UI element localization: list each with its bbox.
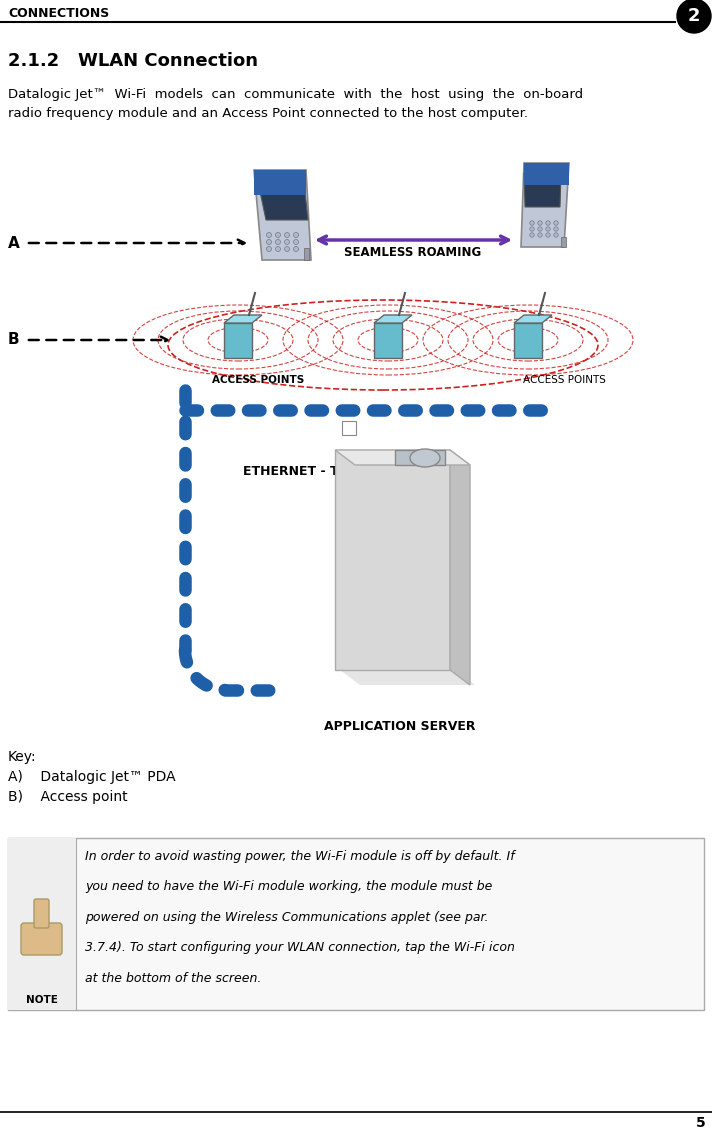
Bar [561, 238, 566, 247]
Polygon shape [340, 670, 475, 685]
Polygon shape [258, 182, 308, 221]
Polygon shape [374, 316, 412, 323]
Circle shape [538, 233, 543, 238]
Text: B)    Access point: B) Access point [8, 789, 127, 804]
Polygon shape [395, 450, 445, 465]
FancyBboxPatch shape [21, 923, 62, 955]
Polygon shape [254, 170, 311, 260]
Circle shape [538, 221, 543, 225]
Polygon shape [254, 170, 306, 195]
Text: ACCESS POINTS: ACCESS POINTS [212, 375, 304, 385]
Circle shape [546, 227, 550, 231]
Bar [342, 421, 356, 435]
Text: In order to avoid wasting power, the Wi-Fi module is off by default. If: In order to avoid wasting power, the Wi-… [85, 851, 515, 863]
Bar [8, 838, 704, 1010]
Text: Datalogic Jet™  Wi-Fi  models  can  communicate  with  the  host  using  the  on: Datalogic Jet™ Wi-Fi models can communic… [8, 88, 583, 101]
Circle shape [293, 233, 298, 238]
Circle shape [285, 233, 290, 238]
Text: SEAMLESS ROAMING: SEAMLESS ROAMING [344, 247, 481, 259]
Polygon shape [524, 173, 561, 207]
Polygon shape [335, 450, 450, 670]
Polygon shape [224, 316, 262, 323]
Text: 2: 2 [688, 7, 700, 25]
Circle shape [546, 233, 550, 238]
Polygon shape [224, 323, 252, 359]
Circle shape [530, 227, 534, 231]
Polygon shape [450, 450, 470, 685]
Circle shape [530, 221, 534, 225]
Circle shape [530, 233, 534, 238]
Text: A)    Datalogic Jet™ PDA: A) Datalogic Jet™ PDA [8, 770, 176, 784]
Text: 5: 5 [696, 1116, 706, 1130]
Circle shape [538, 227, 543, 231]
Text: powered on using the Wireless Communications applet (see par.: powered on using the Wireless Communicat… [85, 910, 488, 924]
Text: radio frequency module and an Access Point connected to the host computer.: radio frequency module and an Access Poi… [8, 107, 528, 120]
Circle shape [285, 240, 290, 244]
Text: CONNECTIONS: CONNECTIONS [8, 7, 109, 20]
Text: ETHERNET - TOKEN RING: ETHERNET - TOKEN RING [243, 465, 417, 478]
Circle shape [293, 247, 298, 251]
Text: 3.7.4). To start configuring your WLAN connection, tap the Wi-Fi icon: 3.7.4). To start configuring your WLAN c… [85, 941, 515, 955]
Circle shape [266, 240, 271, 244]
Polygon shape [335, 450, 470, 465]
Circle shape [546, 221, 550, 225]
Text: B: B [8, 333, 20, 347]
Circle shape [293, 240, 298, 244]
Circle shape [554, 227, 558, 231]
Circle shape [554, 221, 558, 225]
Circle shape [266, 233, 271, 238]
Circle shape [677, 0, 711, 33]
Text: at the bottom of the screen.: at the bottom of the screen. [85, 972, 261, 985]
Text: you need to have the Wi-Fi module working, the module must be: you need to have the Wi-Fi module workin… [85, 880, 493, 893]
Polygon shape [374, 323, 402, 359]
Circle shape [266, 247, 271, 251]
Text: 2.1.2   WLAN Connection: 2.1.2 WLAN Connection [8, 52, 258, 70]
Polygon shape [514, 323, 542, 359]
Text: NOTE: NOTE [26, 995, 58, 1005]
Polygon shape [514, 316, 552, 323]
Text: ACCESS POINTS: ACCESS POINTS [523, 375, 606, 385]
Polygon shape [524, 163, 569, 185]
Bar [8, 838, 76, 1010]
Text: A: A [8, 235, 20, 250]
Circle shape [276, 247, 281, 251]
Bar [304, 248, 309, 260]
Text: APPLICATION SERVER: APPLICATION SERVER [324, 720, 476, 733]
Text: Key:: Key: [8, 750, 36, 765]
Circle shape [276, 240, 281, 244]
Circle shape [285, 247, 290, 251]
Polygon shape [521, 163, 569, 247]
FancyBboxPatch shape [34, 899, 49, 929]
Circle shape [554, 233, 558, 238]
Ellipse shape [410, 449, 440, 467]
Circle shape [276, 233, 281, 238]
